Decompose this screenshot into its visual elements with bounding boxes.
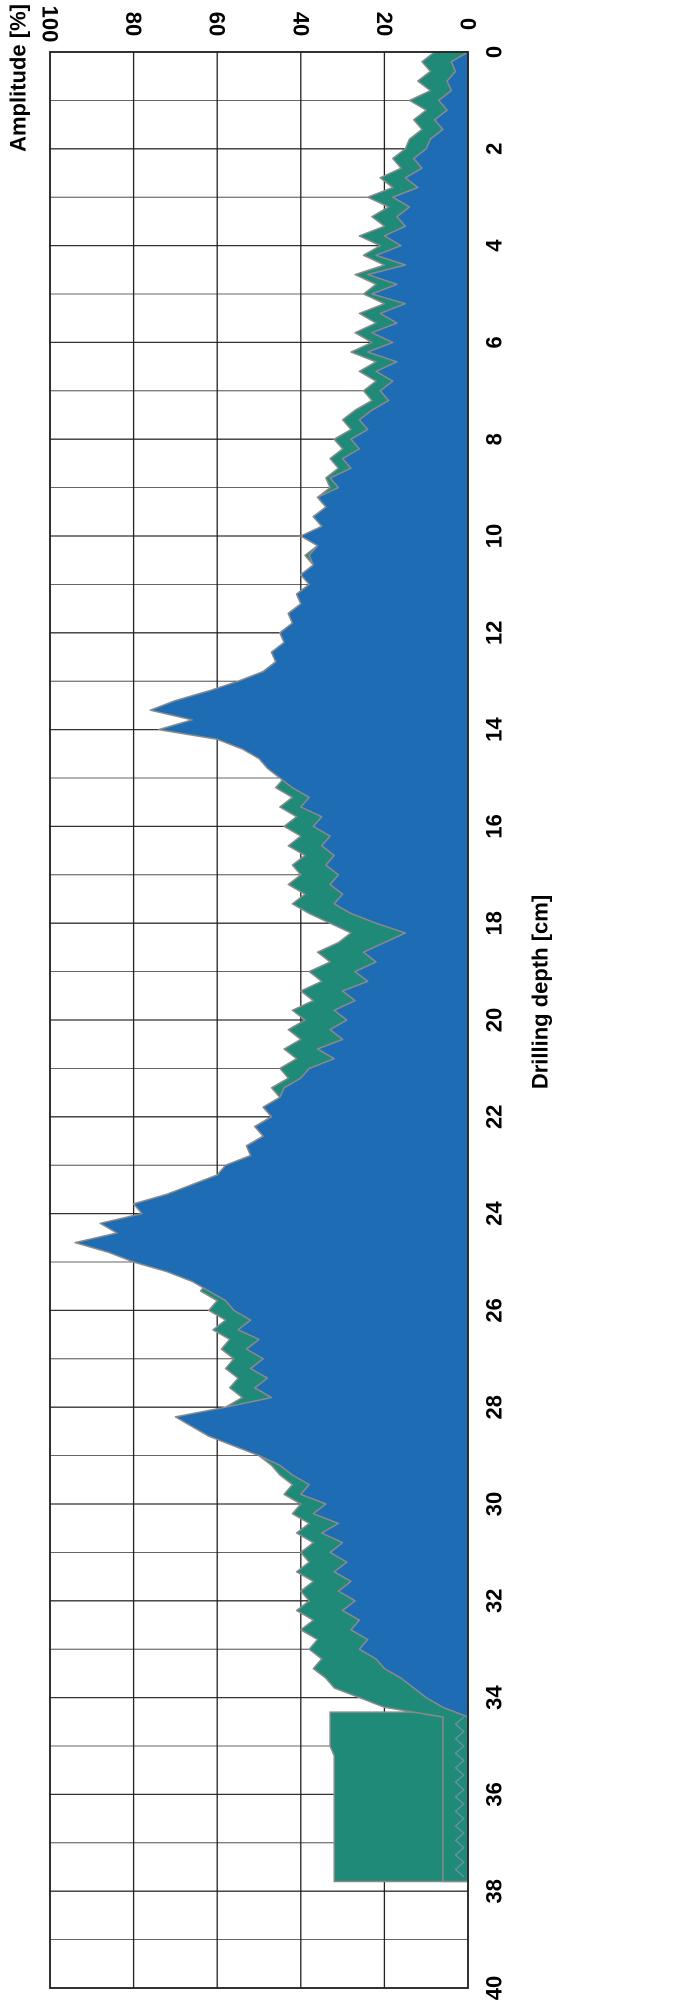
- amplitude-tick-labels: 0 20 40 60 80 100: [38, 6, 481, 43]
- depth-tick-label: 28: [482, 1395, 507, 1419]
- depth-tick-label: 26: [482, 1298, 507, 1322]
- depth-tick-label: 2: [482, 143, 507, 155]
- depth-tick-label: 18: [482, 911, 507, 935]
- depth-tick-label: 20: [482, 1008, 507, 1032]
- amplitude-tick-label: 0: [456, 18, 481, 30]
- depth-tick-label: 12: [482, 621, 507, 645]
- depth-tick-label: 36: [482, 1782, 507, 1806]
- amplitude-tick-label: 20: [372, 12, 397, 36]
- amplitude-tick-label: 100: [38, 6, 63, 43]
- amplitude-tick-label: 80: [121, 12, 146, 36]
- x-axis-title: Drilling depth [cm]: [528, 895, 553, 1089]
- depth-tick-label: 10: [482, 524, 507, 548]
- depth-tick-label: 16: [482, 814, 507, 838]
- depth-tick-label: 24: [482, 1201, 507, 1226]
- depth-tick-label: 40: [482, 1976, 507, 2000]
- y-axis-title: Amplitude [%]: [6, 4, 31, 152]
- depth-tick-label: 34: [482, 1685, 507, 1710]
- depth-tick-label: 22: [482, 1105, 507, 1129]
- depth-tick-label: 38: [482, 1879, 507, 1903]
- depth-tick-label: 8: [482, 433, 507, 445]
- depth-tick-label: 6: [482, 336, 507, 348]
- depth-tick-label: 0: [482, 46, 507, 58]
- depth-tick-label: 30: [482, 1492, 507, 1516]
- depth-tick-label: 4: [482, 239, 507, 252]
- amplitude-tick-label: 40: [288, 12, 313, 36]
- amplitude-tick-label: 60: [205, 12, 230, 36]
- depth-tick-label: 32: [482, 1589, 507, 1613]
- depth-tick-label: 14: [482, 717, 507, 742]
